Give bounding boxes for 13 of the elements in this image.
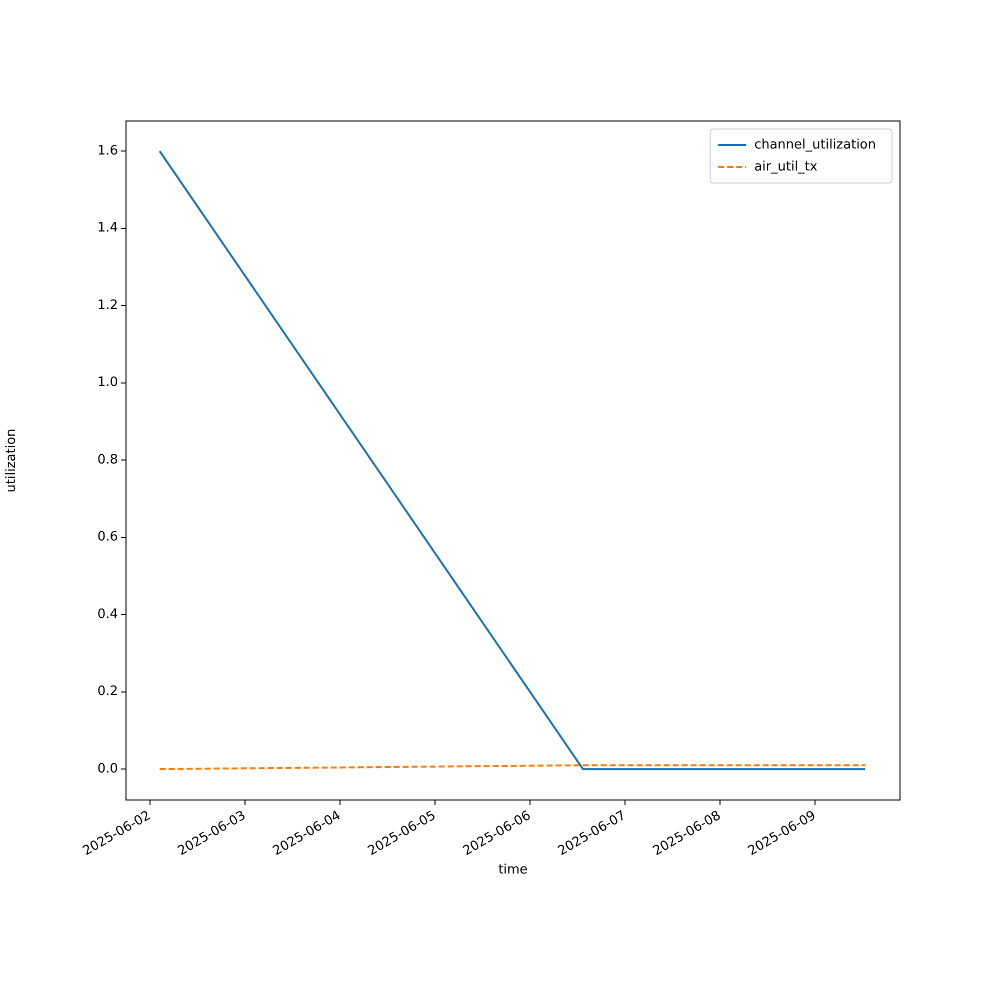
y-tick-label: 1.6: [97, 144, 118, 158]
y-tick-label: 1.2: [97, 298, 118, 313]
y-tick-label: 1.0: [97, 375, 118, 390]
y-axis-title: utilization: [4, 428, 20, 492]
x-axis-title: time: [498, 862, 528, 878]
legend-label: air_util_tx: [754, 159, 818, 174]
y-tick-label: 0.8: [97, 452, 118, 468]
y-tick-label: 0.6: [97, 530, 118, 545]
y-tick-label: 1.4: [97, 220, 118, 236]
y-tick-label: 0.2: [97, 684, 118, 700]
y-tick-label: 0.0: [97, 761, 118, 776]
y-tick-label: 0.4: [97, 606, 118, 622]
legend-label: channel_utilization: [754, 137, 876, 152]
